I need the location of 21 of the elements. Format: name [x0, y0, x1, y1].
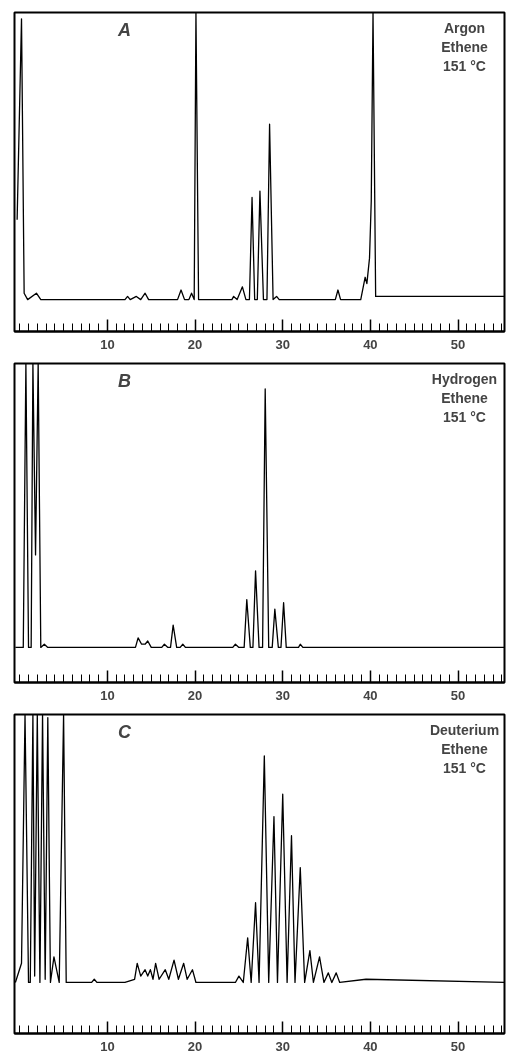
x-tick-label: 30 — [275, 336, 290, 352]
annotation: Hydrogen Ethene 151 °C — [431, 370, 498, 425]
annotation: A — [117, 19, 131, 40]
annotation: Deuterium Ethene 151 °C — [429, 721, 500, 776]
x-tick-label: 40 — [363, 687, 378, 703]
x-tick-label: 10 — [100, 687, 115, 703]
x-tick-label: 40 — [363, 1038, 378, 1053]
x-tick-label: 30 — [275, 687, 290, 703]
annotation: B — [118, 370, 131, 391]
x-tick-label: 30 — [275, 1038, 290, 1053]
x-tick-label: 20 — [187, 1038, 203, 1053]
x-tick-label: 20 — [187, 687, 203, 703]
x-tick-label: 50 — [450, 687, 466, 703]
x-tick-label: 50 — [450, 1038, 466, 1053]
x-tick-label: 20 — [187, 336, 203, 352]
x-tick-label: 40 — [363, 336, 378, 352]
x-tick-label: 50 — [450, 336, 466, 352]
x-tick-label: 10 — [100, 1038, 115, 1053]
annotation: C — [118, 721, 132, 742]
annotation: Argon Ethene 151 °C — [441, 19, 489, 74]
x-tick-label: 10 — [100, 336, 115, 352]
